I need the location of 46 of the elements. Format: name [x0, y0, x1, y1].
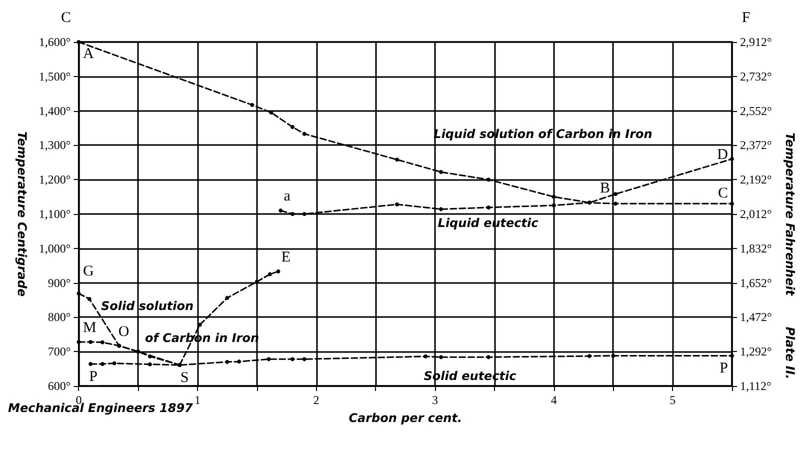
annotation: a	[284, 188, 291, 205]
x-tick-label: 2	[313, 393, 320, 407]
annotation: E	[281, 249, 291, 266]
y2-tick-label: 1,112°	[740, 379, 772, 393]
annotation: C	[718, 186, 728, 202]
x-axis-title: Carbon per cent.	[348, 411, 462, 425]
y-tick-label: 1,400°	[38, 104, 71, 118]
y2-tick-label: 1,832°	[740, 241, 772, 256]
annotation: S	[180, 370, 189, 386]
annotation: G	[83, 263, 94, 280]
y-axis-title: Temperature Centigrade	[15, 131, 29, 297]
y-tick-label: 800°	[48, 310, 71, 324]
text: C	[60, 10, 72, 26]
y2-tick-label: 2,732°	[740, 69, 772, 84]
x-tick-label: 4	[550, 393, 557, 407]
y2-tick-label: 2,192°	[740, 172, 772, 187]
annotation: P	[720, 360, 728, 377]
y2-axis-title: Temperature Fahrenheit	[783, 132, 797, 297]
annotation: A	[83, 46, 94, 62]
annotation: Solid solution	[101, 299, 194, 313]
annotation: O	[118, 324, 130, 340]
x-tick-label: 1	[194, 393, 200, 407]
y-tick-label: 1,000°	[38, 241, 71, 256]
y2-tick-label: 1,472°	[740, 310, 772, 324]
y2-tick-label: 2,912°	[740, 35, 772, 49]
text: F	[742, 10, 750, 26]
y2-tick-label: 2,372°	[740, 138, 772, 152]
annotation: M	[83, 320, 96, 336]
annotation: P	[89, 368, 98, 385]
y-tick-label: 1,300°	[38, 138, 71, 152]
y2-tick-label: 2,552°	[740, 104, 772, 118]
y-tick-label: 1,500°	[38, 69, 71, 84]
y-tick-label: 1,100°	[38, 207, 71, 221]
y2-tick-label: 2,012°	[740, 207, 772, 221]
y-tick-label: 1,200°	[38, 172, 71, 187]
y-tick-label: 700°	[48, 344, 71, 359]
y2-tick-label: 1,652°	[740, 276, 772, 290]
y-tick-label: 600°	[48, 379, 71, 393]
y-tick-label: 900°	[48, 276, 71, 290]
annotation: D	[717, 146, 728, 163]
x-tick-label: 5	[670, 393, 676, 407]
y-tick-label: 1,600°	[38, 35, 71, 49]
annotation: B	[600, 180, 610, 197]
y2-tick-label: 1,292°	[740, 344, 772, 359]
x-tick-label: 3	[432, 393, 438, 407]
text: Plate II.	[783, 326, 797, 380]
